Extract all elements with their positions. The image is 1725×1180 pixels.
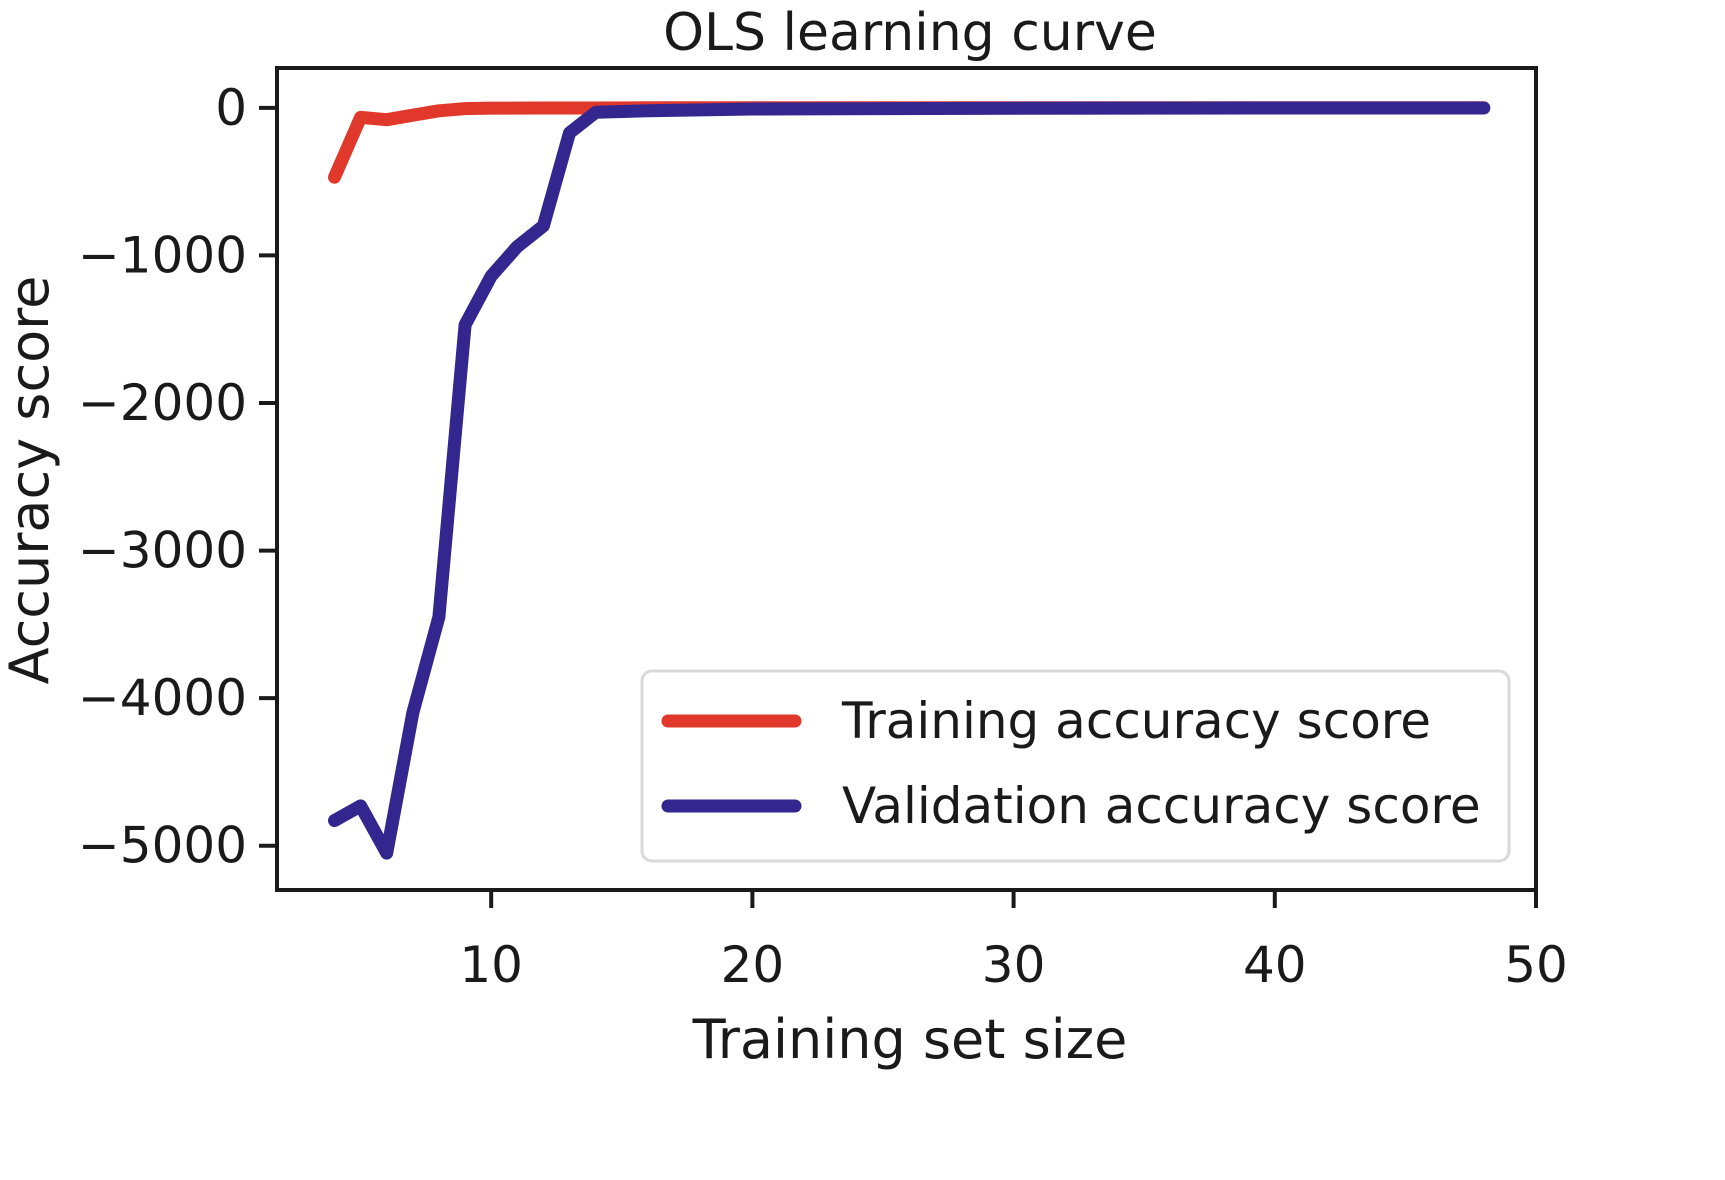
x-tick-label: 10 [459,936,523,994]
y-tick-label: −4000 [78,669,247,727]
y-tick-label: −5000 [78,817,247,875]
x-tick-label: 50 [1504,936,1568,994]
y-tick-label: 0 [215,79,247,137]
legend: Training accuracy score Validation accur… [640,669,1511,863]
series-training-line [328,101,1491,184]
x-axis-label: Training set size [692,1008,1128,1071]
series-layer [328,101,1491,860]
legend-box [640,669,1511,863]
x-tick-label: 20 [721,936,785,994]
x-axis-ticks: 10 20 30 40 50 [459,890,1568,994]
legend-label-validation: Validation accuracy score [842,777,1481,835]
series-validation-line [328,101,1491,860]
y-tick-label: −2000 [78,374,247,432]
y-axis-label: Accuracy score [0,276,61,685]
legend-label-training: Training accuracy score [841,692,1431,750]
y-axis-ticks: 0 −1000 −2000 −3000 −4000 −5000 [78,79,277,875]
chart-title: OLS learning curve [663,3,1157,63]
y-tick-label: −1000 [78,226,247,284]
x-tick-label: 40 [1243,936,1307,994]
y-tick-label: −3000 [78,522,247,580]
plot-frame [275,66,1538,892]
x-tick-label: 30 [982,936,1046,994]
